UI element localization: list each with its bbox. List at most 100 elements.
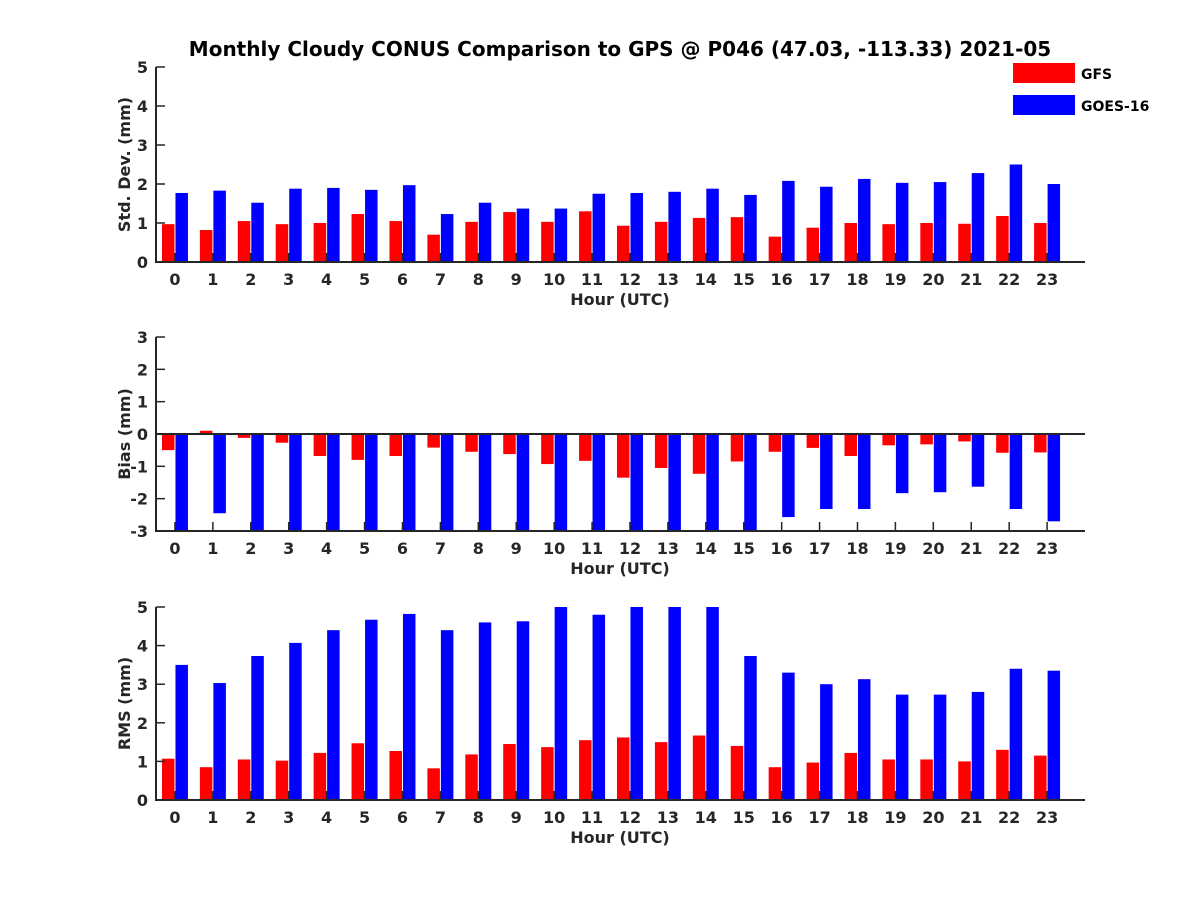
y-tick-label: -2	[130, 490, 148, 509]
bar-gfs-hour-5	[351, 743, 365, 800]
x-tick-label: 11	[581, 270, 603, 289]
bar-goes-16-hour-3	[289, 434, 302, 531]
x-tick-label: 18	[846, 808, 868, 827]
bar-goes-16-hour-14	[706, 434, 719, 531]
bar-gfs-hour-22	[996, 749, 1009, 800]
x-axis-label: Hour (UTC)	[570, 828, 670, 847]
x-tick-label: 10	[543, 270, 565, 289]
x-tick-label: 17	[808, 270, 830, 289]
y-tick-label: 4	[137, 637, 148, 656]
x-tick-label: 12	[619, 808, 641, 827]
x-tick-label: 13	[657, 539, 679, 558]
bar-goes-16-hour-9	[516, 621, 530, 800]
bar-goes-16-hour-23	[1047, 670, 1061, 800]
bar-goes-16-hour-13	[668, 607, 681, 800]
bar-goes-16-hour-18	[857, 679, 871, 800]
bar-gfs-hour-0	[161, 224, 175, 262]
bar-gfs-hour-23	[1034, 434, 1047, 453]
bar-goes-16-hour-17	[820, 186, 833, 262]
bar-gfs-hour-15	[730, 434, 744, 462]
x-tick-label: 10	[543, 808, 565, 827]
x-tick-label: 2	[245, 270, 256, 289]
x-tick-label: 16	[771, 539, 793, 558]
x-tick-label: 10	[543, 539, 565, 558]
y-axis-label: Bias (mm)	[115, 388, 134, 480]
x-tick-label: 4	[321, 270, 332, 289]
bar-goes-16-hour-16	[782, 672, 795, 800]
bar-goes-16-hour-21	[971, 173, 985, 262]
bar-gfs-hour-11	[579, 211, 592, 262]
bar-goes-16-hour-6	[402, 613, 416, 800]
bar-gfs-hour-2	[237, 759, 251, 800]
bar-goes-16-hour-0	[175, 192, 188, 262]
figure-title: Monthly Cloudy CONUS Comparison to GPS @…	[189, 37, 1051, 61]
bar-gfs-hour-19	[882, 759, 895, 800]
bar-goes-16-hour-6	[402, 185, 416, 262]
x-tick-label: 5	[359, 539, 370, 558]
bar-goes-16-hour-5	[365, 619, 378, 800]
x-tick-label: 23	[1036, 539, 1058, 558]
bar-goes-16-hour-22	[1009, 164, 1023, 262]
bar-goes-16-hour-19	[895, 694, 909, 800]
x-tick-label: 18	[846, 270, 868, 289]
bar-goes-16-hour-1	[213, 190, 226, 262]
bar-goes-16-hour-21	[971, 691, 985, 800]
y-tick-label: 2	[137, 175, 148, 194]
bar-gfs-hour-10	[541, 221, 554, 262]
x-tick-label: 20	[922, 808, 944, 827]
bar-gfs-hour-9	[503, 744, 516, 800]
bar-goes-16-hour-12	[630, 607, 643, 800]
x-tick-label: 11	[581, 539, 603, 558]
x-tick-label: 8	[473, 808, 484, 827]
y-tick-label: -1	[130, 457, 148, 476]
x-tick-label: 1	[207, 539, 218, 558]
bar-goes-16-hour-20	[933, 182, 947, 262]
bar-goes-16-hour-19	[895, 182, 909, 262]
x-tick-label: 22	[998, 808, 1020, 827]
x-tick-label: 14	[695, 539, 717, 558]
bar-gfs-hour-2	[237, 221, 251, 262]
y-tick-label: 1	[137, 214, 148, 233]
bar-goes-16-hour-3	[289, 188, 302, 262]
bar-goes-16-hour-16	[782, 434, 795, 518]
bar-gfs-hour-1	[199, 430, 213, 434]
y-tick-label: 0	[137, 791, 148, 810]
bar-gfs-hour-18	[844, 223, 857, 262]
bar-gfs-hour-14	[692, 217, 706, 262]
bar-goes-16-hour-21	[971, 434, 985, 487]
bar-gfs-hour-8	[465, 221, 478, 262]
x-tick-label: 17	[808, 539, 830, 558]
bar-gfs-hour-13	[654, 221, 668, 262]
bar-gfs-hour-12	[616, 225, 630, 262]
x-tick-label: 5	[359, 808, 370, 827]
x-tick-label: 13	[657, 808, 679, 827]
bar-gfs-hour-14	[692, 735, 706, 800]
y-tick-label: 4	[137, 97, 148, 116]
bar-goes-16-hour-11	[592, 614, 606, 800]
bar-goes-16-hour-18	[857, 434, 871, 510]
bar-gfs-hour-19	[882, 224, 895, 262]
bar-goes-16-hour-2	[251, 434, 264, 531]
bar-gfs-hour-4	[313, 752, 327, 800]
x-tick-label: 13	[657, 270, 679, 289]
x-tick-label: 2	[245, 539, 256, 558]
bar-gfs-hour-7	[427, 234, 440, 262]
x-tick-label: 20	[922, 539, 944, 558]
x-tick-label: 7	[435, 270, 446, 289]
bar-goes-16-hour-12	[630, 434, 643, 531]
bar-gfs-hour-15	[730, 745, 744, 800]
bar-goes-16-hour-8	[478, 622, 492, 800]
bar-gfs-hour-20	[920, 434, 933, 445]
y-tick-label: 5	[137, 58, 148, 77]
legend: GFS GOES-16	[1013, 63, 1149, 115]
x-tick-label: 1	[207, 808, 218, 827]
bar-goes-16-hour-23	[1047, 184, 1061, 262]
bar-goes-16-hour-16	[782, 180, 795, 262]
bar-goes-16-hour-4	[327, 630, 340, 800]
y-tick-label: 3	[137, 328, 148, 347]
x-tick-label: 6	[397, 539, 408, 558]
bar-gfs-hour-0	[161, 758, 175, 800]
